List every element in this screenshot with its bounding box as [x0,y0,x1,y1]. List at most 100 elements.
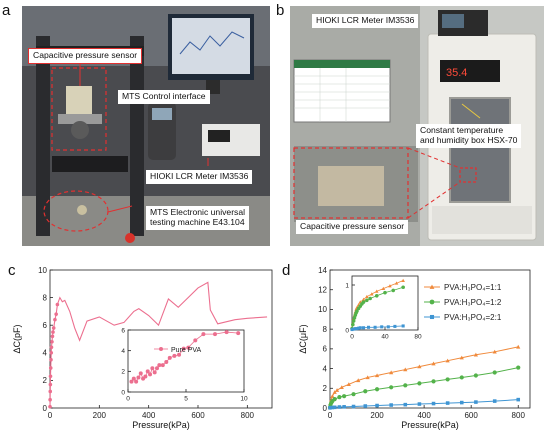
chart-d-inset-point [393,324,397,328]
chart-c-inset-point [193,338,198,343]
chart-c-point [48,397,52,402]
chart-c-inset-point [186,345,191,350]
chart-c-inset-point [164,360,169,365]
chart-d-point [492,399,497,403]
chart-d-xtick-label: 400 [417,411,431,420]
chart-d-legend-label: PVA:H₃PO₄=1:1 [444,283,502,292]
chart-d-xtick-label: 600 [464,411,478,420]
chart-d-legend-marker [429,299,435,305]
callout-a-sensor: Capacitive pressure sensor [28,48,143,64]
chart-d-inset-point [380,325,384,329]
chart-c-xtick-label: 800 [241,411,255,420]
callout-a-machine-line1: MTS Electronic universal [150,207,246,217]
chart-d-inset-point [394,281,399,285]
chart-d-legend-label: PVA:H₃PO₄=2:1 [444,313,502,322]
chart-d-point [431,379,436,384]
chart-c-inset-point [181,346,186,351]
chart-d-inset-point [350,328,354,332]
chart-d-inset-point [357,326,361,330]
callout-b-box-line2: and humidity box HSX-70 [420,134,518,145]
chart-d-point [365,375,370,380]
chart-d-inset-point [355,327,359,331]
chart-d-point [445,377,450,382]
chart-d-point [459,375,464,380]
chart-d-frame [329,269,531,409]
callout-a-machine-line2: testing machine E43.104 [150,216,245,227]
chart-c-inset-ytick-label: 2 [121,369,125,376]
panel-c-letter: c [8,262,16,279]
chart-c-inset-point [150,366,155,371]
chart-d-legend-marker [429,314,435,320]
chart-d-xlabel: Pressure(kPa) [401,420,459,430]
laptop-screen [293,59,391,123]
chart-c-point [54,312,58,316]
chart-d-series-line [329,346,519,408]
chart-c-inset-point [213,332,217,337]
chart-c-point [48,389,53,394]
chart-d-point [431,361,436,366]
chart-d-legend-marker [429,284,435,289]
chart-d-xtick-label: 200 [370,411,384,420]
chart-c-inset-xtick-label: 0 [126,396,130,403]
chart-d-inset-point [401,285,405,290]
panel-d-letter: d [282,262,291,279]
panel-a-letter: a [2,2,11,19]
chart-d-inset-point [383,290,387,295]
chart-d-inset-point [365,298,369,303]
chart-c-inset-point [145,369,150,374]
chart-c-point [51,326,56,330]
callout-b-lcr: HIOKI LCR Meter IM3536 [312,14,419,28]
chart-c-inset-bg [128,330,244,392]
chart-c-point [53,317,57,322]
chart-d-inset-point [401,278,405,282]
chart-d-inset-ytick-label: 1 [345,282,349,289]
panel-b-letter: b [276,2,285,19]
chart-d-point [351,392,356,397]
chart-c-ytick-label: 0 [43,404,48,413]
chart-c-ytick-label: 8 [43,293,48,302]
chart-d-inset-point [358,326,362,330]
chart-d-point [346,382,351,387]
chart-d-point [351,404,356,409]
chart-d-inset-xtick-label: 0 [350,334,354,341]
chart-d-point [459,400,464,405]
chart-c-inset-point [138,371,143,376]
chart-d-inset-point [374,294,379,298]
chart-c-inset-point [155,366,159,371]
chart-d-inset-point [361,300,366,304]
chart-d-point [330,405,335,410]
chart-d-point [389,370,394,375]
callout-a-machine: MTS Electronic universal testing machine… [146,206,250,230]
chart-c-inset-ytick-label: 6 [121,327,125,334]
chart-d-inset-point [355,309,359,313]
panel-a-photo: Capacitive pressure sensor MTS Control i… [22,6,270,246]
callout-a-mts-interface: MTS Control interface [118,90,210,104]
chart-d-point [459,355,464,360]
chart-d-point [337,405,342,409]
chart-d-point [356,378,361,383]
chart-d-xtick-label: 0 [328,411,333,420]
chart-c-point [49,357,53,362]
chart-c-point [48,374,53,379]
chart-c-inset-point [143,374,148,379]
callout-b-sensor: Capacitive pressure sensor [296,220,409,234]
chart-c-frame [49,269,273,409]
chart-d-point [445,358,450,363]
chart-c-ylabel: ΔC(pF) [12,324,22,353]
chart-c-point [50,334,55,339]
chart-d-point [474,400,478,404]
chart-d-ytick-label: 6 [323,345,328,354]
chart-d-inset-point [370,292,374,296]
chart-c-inset-point [148,372,153,377]
chart-c-inset-legend-marker [159,347,163,351]
chart-c-xtick-label: 600 [191,411,205,420]
chart-c-inset-point [201,332,206,337]
chart-d-point [417,402,422,406]
chart-d-inset-ytick-label: 0 [345,327,349,334]
chart-c-inset-ytick-label: 0 [121,389,125,396]
chart-d-point [473,373,478,378]
chart-c-inset-point [177,352,182,357]
chart-c-inset-point [224,330,229,335]
chart-d-legend-label: PVA:H₃PO₄=1:2 [444,298,502,307]
